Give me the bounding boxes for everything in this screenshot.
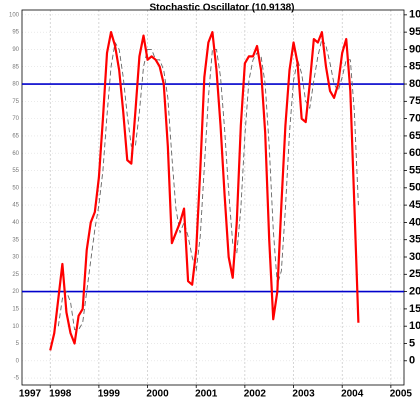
y2-tick-label: 65 [409, 130, 420, 142]
y2-tick-label: 25 [409, 268, 420, 280]
x-tick-label: 2002 [244, 389, 267, 400]
y2-tick-label: 20 [409, 286, 420, 298]
y2-tick-label: 85 [409, 61, 420, 73]
y-tick-label: 90 [12, 47, 19, 53]
y-tick-label: 65 [12, 134, 19, 140]
y2-tick-label: 70 [409, 113, 420, 125]
y2-tick-label: 90 [409, 43, 420, 55]
x-tick-label: 2004 [341, 389, 364, 400]
y-tick-label: 60 [12, 151, 19, 157]
y2-tick-label: 100 [409, 9, 420, 21]
y2-tick-label: 75 [409, 95, 420, 107]
y-tick-label: 10 [12, 324, 19, 330]
y-tick-label: 95 [12, 30, 19, 36]
series-line [57, 38, 359, 331]
x-tick-label: 2005 [390, 389, 413, 400]
y-tick-label: -5 [14, 376, 20, 382]
y2-tick-label: 30 [409, 251, 420, 263]
y2-tick-label: 0 [409, 355, 415, 367]
y-tick-label: 75 [12, 99, 19, 105]
y-tick-label: 0 [16, 358, 20, 364]
y-tick-label: 5 [16, 341, 20, 347]
y2-tick-label: 35 [409, 234, 420, 246]
y2-tick-label: 10 [409, 320, 420, 332]
y-tick-label: 20 [12, 289, 19, 295]
y2-tick-label: 55 [409, 164, 420, 176]
y2-tick-label: 45 [409, 199, 420, 211]
y2-tick-label: 60 [409, 147, 420, 159]
y-tick-label: 25 [12, 272, 19, 278]
y-tick-label: 70 [12, 116, 19, 122]
y-tick-label: 85 [12, 64, 19, 70]
y-tick-label: 45 [12, 203, 19, 209]
plot-frame [21, 9, 405, 386]
y2-tick-label: 50 [409, 182, 420, 194]
y-tick-label: 50 [12, 185, 19, 191]
y-tick-label: 40 [12, 220, 19, 226]
x-tick-label: 1998 [49, 389, 72, 400]
x-tick-label: 2003 [292, 389, 315, 400]
y2-tick-label: 80 [409, 78, 420, 90]
x-tick-label: 1997 [19, 389, 42, 400]
y2-tick-label: 5 [409, 337, 415, 349]
y-tick-label: 55 [12, 168, 19, 174]
y-tick-label: 35 [12, 237, 19, 243]
x-tick-label: 2001 [195, 389, 218, 400]
y-tick-label: 30 [12, 255, 19, 261]
x-tick-label: 1999 [98, 389, 121, 400]
y-tick-label: 15 [12, 306, 19, 312]
chart-title: Stochastic Oscillator (10.9138) [149, 3, 294, 14]
series-line [49, 31, 360, 351]
y-tick-label: 80 [12, 82, 19, 88]
y-tick-label: 100 [9, 12, 20, 18]
y2-tick-label: 40 [409, 216, 420, 228]
y2-tick-label: 95 [409, 26, 420, 38]
y2-tick-label: 15 [409, 303, 420, 315]
x-tick-label: 2000 [146, 389, 169, 400]
